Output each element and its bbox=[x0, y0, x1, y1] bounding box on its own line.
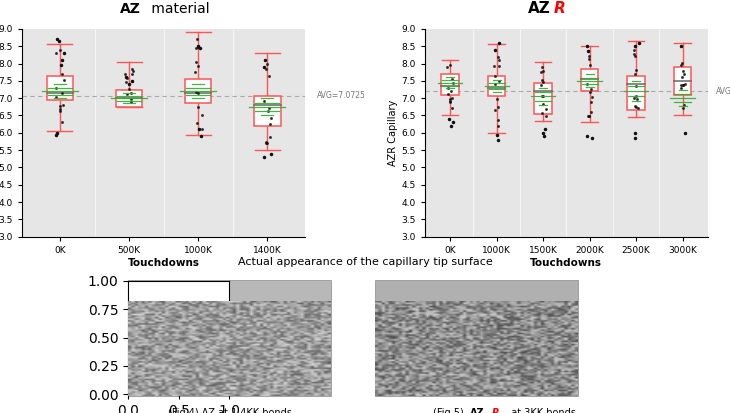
Text: R: R bbox=[492, 408, 500, 413]
Bar bbox=[375, 280, 577, 396]
Bar bbox=[441, 74, 459, 95]
Bar bbox=[627, 76, 645, 110]
Bar bbox=[581, 69, 599, 91]
Bar bbox=[488, 76, 505, 97]
Bar bbox=[47, 76, 73, 100]
Text: AVG=7.0725: AVG=7.0725 bbox=[318, 91, 366, 100]
Text: AZ: AZ bbox=[469, 408, 484, 413]
Text: (Fig 4) AZ at 1.4KK bonds: (Fig 4) AZ at 1.4KK bonds bbox=[168, 408, 291, 413]
Bar bbox=[185, 79, 212, 103]
Text: at 3KK bonds: at 3KK bonds bbox=[505, 408, 576, 413]
Y-axis label: AZR Capillary: AZR Capillary bbox=[388, 100, 399, 166]
X-axis label: Touchdowns: Touchdowns bbox=[128, 258, 200, 268]
X-axis label: Touchdowns: Touchdowns bbox=[530, 258, 602, 268]
Text: Actual appearance of the capillary tip surface: Actual appearance of the capillary tip s… bbox=[238, 257, 492, 267]
Text: AZ: AZ bbox=[120, 2, 141, 17]
Text: R: R bbox=[553, 1, 565, 17]
Bar bbox=[128, 280, 331, 396]
Text: material: material bbox=[147, 2, 210, 17]
Bar bbox=[116, 90, 142, 107]
Text: (Fig 5): (Fig 5) bbox=[433, 408, 469, 413]
Text: AZ: AZ bbox=[528, 1, 550, 17]
Bar bbox=[534, 83, 552, 114]
Text: AVG=7.202778: AVG=7.202778 bbox=[716, 87, 730, 96]
Bar bbox=[674, 67, 691, 95]
Bar bbox=[254, 97, 280, 126]
